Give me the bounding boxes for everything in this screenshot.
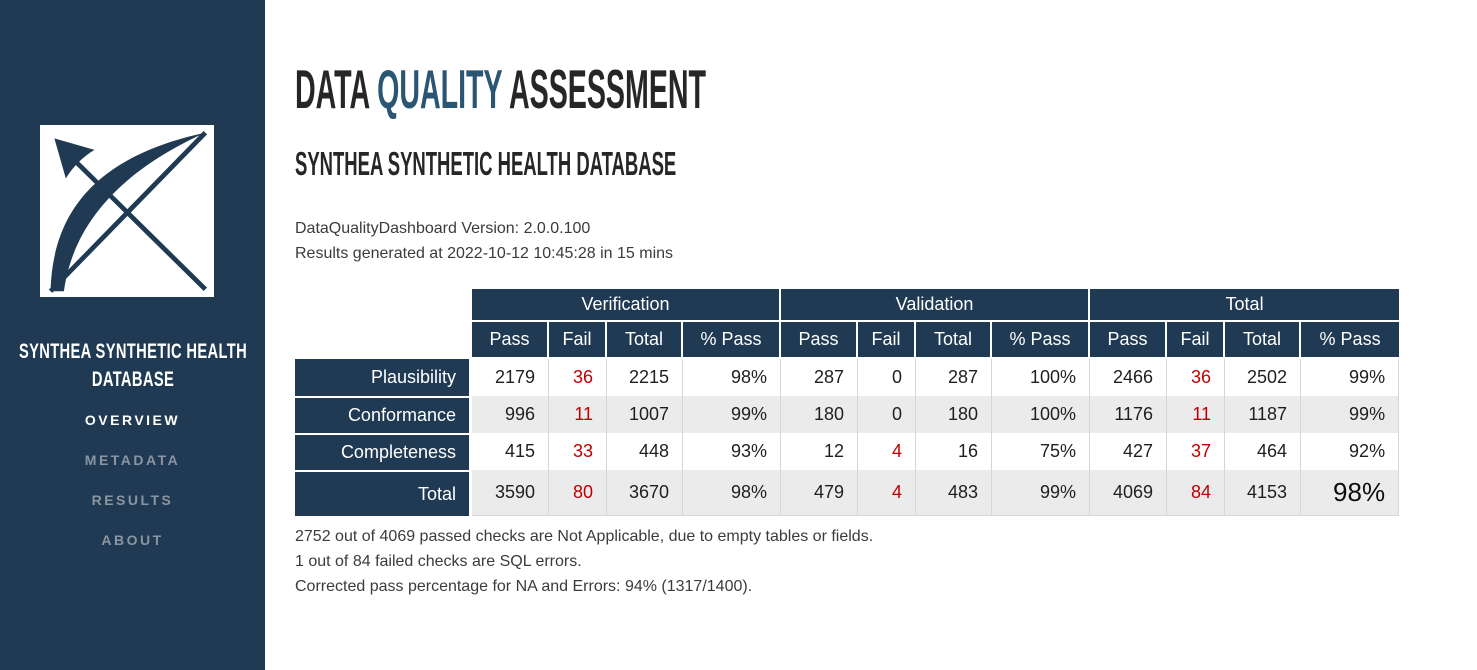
cell-value: 180	[781, 396, 858, 433]
cell-value: 287	[916, 359, 992, 396]
cell-fail-value: 80	[549, 470, 607, 516]
col-header-validation-total: Total	[916, 322, 992, 359]
col-header-validation-pass: Pass	[781, 322, 858, 359]
cell-value: 93%	[683, 433, 781, 470]
cell-value: 92%	[1301, 433, 1400, 470]
cell-value: 12	[781, 433, 858, 470]
cell-value: 100%	[992, 359, 1091, 396]
table-corner-blank	[295, 289, 472, 359]
sidebar-database-name: SYNTHEA SYNTHETIC HEALTH DATABASE	[18, 340, 247, 391]
col-header-total-total: Total	[1225, 322, 1302, 359]
cell-value: 3590	[472, 470, 549, 516]
cell-value: 287	[781, 359, 858, 396]
cell-value: 483	[916, 470, 992, 516]
sidebar-item-results[interactable]: RESULTS	[91, 492, 174, 508]
group-header-validation: Validation	[781, 289, 1091, 322]
cell-fail-value: 37	[1167, 433, 1226, 470]
group-header-verification: Verification	[472, 289, 781, 322]
cell-fail-value: 36	[1167, 359, 1226, 396]
cell-fail-value: 4	[858, 470, 916, 516]
table-row-total: Total 3590 80 3670 98% 479 4 483 99% 406…	[295, 470, 1400, 516]
grand-total-pct: 98%	[1301, 470, 1400, 516]
cell-value: 98%	[683, 470, 781, 516]
cell-value: 464	[1225, 433, 1302, 470]
cell-fail-value: 36	[549, 359, 607, 396]
sidebar-item-overview[interactable]: OVERVIEW	[84, 412, 181, 428]
database-subtitle: SYNTHEA SYNTHETIC HEALTH DATABASE	[295, 145, 677, 182]
col-header-verification-pass: Pass	[472, 322, 549, 359]
col-header-verification-fail: Fail	[549, 322, 607, 359]
cell-fail-value: 84	[1167, 470, 1226, 516]
page-title-highlight: QUALITY	[377, 58, 503, 120]
col-header-verification-total: Total	[607, 322, 683, 359]
table-row-completeness: Completeness 415 33 448 93% 12 4 16 75% …	[295, 433, 1400, 470]
results-table-container: Verification Validation Total Pass Fail …	[295, 289, 1400, 516]
row-label-completeness: Completeness	[295, 433, 472, 470]
cell-value: 99%	[1301, 396, 1400, 433]
table-row-plausibility: Plausibility 2179 36 2215 98% 287 0 287 …	[295, 359, 1400, 396]
cell-value: 99%	[1301, 359, 1400, 396]
sidebar-item-metadata[interactable]: METADATA	[84, 452, 181, 468]
app-logo	[40, 125, 214, 297]
row-label-conformance: Conformance	[295, 396, 472, 433]
cell-value: 180	[916, 396, 992, 433]
cell-value: 75%	[992, 433, 1091, 470]
cell-fail-value: 11	[1167, 396, 1226, 433]
results-table: Verification Validation Total Pass Fail …	[295, 289, 1400, 516]
cell-value: 1007	[607, 396, 683, 433]
run-metadata: DataQualityDashboard Version: 2.0.0.100 …	[295, 216, 673, 266]
cell-value: 99%	[683, 396, 781, 433]
group-header-total: Total	[1090, 289, 1400, 322]
cell-value: 1187	[1225, 396, 1302, 433]
footnote-not-applicable: 2752 out of 4069 passed checks are Not A…	[295, 528, 874, 545]
bow-arrow-logo-icon	[41, 125, 213, 297]
cell-value: 99%	[992, 470, 1091, 516]
page-title-prefix: DATA	[295, 58, 370, 120]
col-header-validation-pct: % Pass	[992, 322, 1091, 359]
page-title: DATA QUALITY ASSESSMENT	[295, 62, 706, 117]
cell-value: 2502	[1225, 359, 1302, 396]
sidebar: SYNTHEA SYNTHETIC HEALTH DATABASE OVERVI…	[0, 0, 265, 670]
version-line: DataQualityDashboard Version: 2.0.0.100	[295, 220, 591, 237]
cell-value: 2215	[607, 359, 683, 396]
cell-value: 98%	[683, 359, 781, 396]
col-header-total-pct: % Pass	[1301, 322, 1400, 359]
cell-value: 16	[916, 433, 992, 470]
sidebar-item-about[interactable]: ABOUT	[101, 532, 164, 548]
generated-line: Results generated at 2022-10-12 10:45:28…	[295, 245, 674, 262]
sidebar-nav: OVERVIEW METADATA RESULTS ABOUT	[0, 408, 265, 568]
cell-value: 4153	[1225, 470, 1302, 516]
cell-value: 415	[472, 433, 549, 470]
row-label-plausibility: Plausibility	[295, 359, 472, 396]
cell-value: 996	[472, 396, 549, 433]
cell-value: 3670	[607, 470, 683, 516]
footnote-corrected-pct: Corrected pass percentage for NA and Err…	[295, 578, 753, 595]
table-row-conformance: Conformance 996 11 1007 99% 180 0 180 10…	[295, 396, 1400, 433]
cell-value: 0	[858, 359, 916, 396]
footnotes: 2752 out of 4069 passed checks are Not A…	[295, 524, 873, 599]
cell-fail-value: 4	[858, 433, 916, 470]
col-header-total-fail: Fail	[1167, 322, 1226, 359]
cell-value: 0	[858, 396, 916, 433]
col-header-total-pass: Pass	[1090, 322, 1168, 359]
cell-value: 427	[1090, 433, 1168, 470]
cell-value: 479	[781, 470, 858, 516]
cell-value: 2466	[1090, 359, 1168, 396]
row-label-total: Total	[295, 470, 472, 516]
cell-fail-value: 33	[549, 433, 607, 470]
col-header-verification-pct: % Pass	[683, 322, 781, 359]
cell-value: 4069	[1090, 470, 1168, 516]
cell-fail-value: 11	[549, 396, 607, 433]
footnote-sql-errors: 1 out of 84 failed checks are SQL errors…	[295, 553, 582, 570]
cell-value: 100%	[992, 396, 1091, 433]
cell-value: 2179	[472, 359, 549, 396]
cell-value: 1176	[1090, 396, 1168, 433]
col-header-validation-fail: Fail	[858, 322, 916, 359]
cell-value: 448	[607, 433, 683, 470]
page-title-suffix: ASSESSMENT	[508, 58, 707, 120]
